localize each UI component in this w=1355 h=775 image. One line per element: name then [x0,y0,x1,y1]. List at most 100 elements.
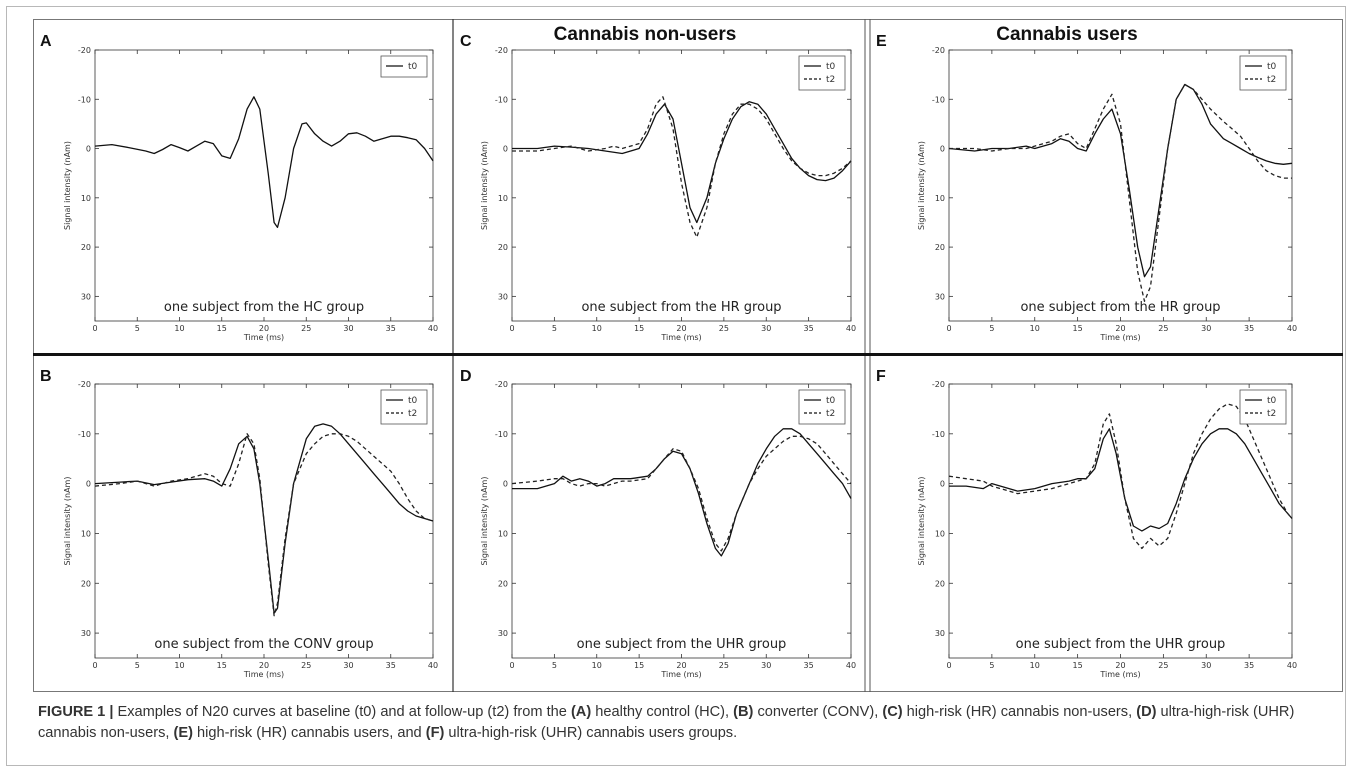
y-axis-label: Signal intensity (nAm) [917,477,926,566]
x-axis-label: Time (ms) [1099,670,1140,679]
x-tick-label: 10 [174,661,184,670]
x-tick-label: 40 [428,661,438,670]
legend-box [1239,389,1287,425]
y-tick-label: 20 [498,243,508,252]
x-tick-label: 35 [386,661,396,670]
group-title-nonusers: Cannabis non-users [554,24,737,45]
y-tick-label: 30 [935,629,945,638]
legend-box [798,55,846,91]
legend-label: t0 [408,62,418,72]
y-tick-label: 30 [81,629,91,638]
plot-area [948,49,1293,322]
x-tick-label: 15 [634,324,644,333]
panel-letter: B [40,368,52,385]
plot-area [511,383,852,659]
x-tick-label: 30 [343,324,353,333]
series-line-t2 [948,403,1293,550]
x-axis-label: Time (ms) [660,333,701,342]
x-tick-label: 10 [174,324,184,333]
caption-text: converter (CONV), [753,704,883,720]
x-tick-label: 25 [719,324,729,333]
x-tick-label: 35 [804,661,814,670]
y-tick-label: 0 [940,480,945,489]
series-line-t0 [512,428,852,557]
subject-annotation: one subject from the HC group [164,300,364,315]
y-tick-label: -10 [495,430,508,439]
x-tick-label: 40 [428,324,438,333]
caption-panel-ref: (C) [882,704,903,720]
y-tick-label: 10 [81,529,91,538]
x-tick-label: 0 [92,661,97,670]
y-tick-label: 30 [81,292,91,301]
subject-annotation: one subject from the CONV group [154,637,373,652]
figure-outer-frame [6,6,1346,766]
panel-letter: A [40,33,52,50]
figure-svg: Cannabis non-users Cannabis users A 0 5 10 1… [33,19,1343,692]
legend-label: t2 [1267,409,1276,419]
x-tick-label: 40 [846,324,856,333]
x-tick-label: 0 [946,324,951,333]
x-tick-label: 0 [509,661,514,670]
series-line-t0 [94,423,434,614]
legend-label: t2 [408,409,417,419]
caption-text: high-risk (HR) cannabis non-users, [902,704,1137,720]
y-tick-label: -20 [78,46,91,55]
x-tick-label: 20 [1115,324,1125,333]
chart-panel-e: E 0 5 10 15 20 25 30 35 40 -20 -10 0 10 20 30 Time (ms) S… [876,33,1297,342]
y-tick-label: 10 [935,529,945,538]
subject-annotation: one subject from the HR group [581,300,781,315]
y-tick-label: 10 [498,529,508,538]
subject-annotation: one subject from the HR group [1020,300,1220,315]
subject-annotation: one subject from the UHR group [1016,637,1226,652]
y-tick-label: -20 [78,380,91,389]
x-tick-label: 35 [804,324,814,333]
chart-panels: A 0 5 10 15 20 25 30 35 40 -20 -10 0 10 20 30 Time (ms) S… [40,33,1297,679]
series-line-t2 [511,435,852,552]
y-tick-label: 0 [503,145,508,154]
y-tick-label: 10 [81,194,91,203]
x-tick-label: 10 [592,324,602,333]
legend-label: t2 [826,75,835,85]
caption-text: ultra-high-risk (UHR) cannabis users gro… [444,725,738,741]
series-line-t0 [94,96,434,229]
y-tick-label: 20 [498,579,508,588]
series-line-t0 [948,83,1293,278]
y-tick-label: 20 [81,579,91,588]
caption-text: Examples of N20 curves at baseline (t0) … [113,704,571,720]
x-tick-label: 15 [217,661,227,670]
chart-panel-c: C 0 5 10 15 20 25 30 35 40 -20 -10 0 10 20 30 Time (ms) S… [460,33,856,342]
x-tick-label: 15 [634,661,644,670]
x-axis-label: Time (ms) [243,670,284,679]
x-tick-label: 35 [1244,661,1254,670]
legend-label: t0 [826,396,836,406]
x-axis-label: Time (ms) [1099,333,1140,342]
caption-panel-ref: (E) [173,725,193,741]
x-tick-label: 5 [135,661,140,670]
x-tick-label: 10 [592,661,602,670]
caption-panel-ref: (F) [425,725,445,741]
x-tick-label: 20 [259,661,269,670]
panel-letter: F [876,368,886,385]
y-tick-label: 0 [86,480,91,489]
x-tick-label: 30 [343,661,353,670]
y-axis-label: Signal intensity (nAm) [917,141,926,230]
series-line-t2 [94,433,434,617]
x-tick-label: 30 [1201,324,1211,333]
x-tick-label: 0 [509,324,514,333]
series-line-t0 [949,428,1293,532]
x-tick-label: 5 [135,324,140,333]
y-tick-label: -10 [78,430,91,439]
x-tick-label: 25 [301,324,311,333]
x-tick-label: 0 [946,661,951,670]
y-tick-label: 0 [86,145,91,154]
x-tick-label: 25 [301,661,311,670]
x-tick-label: 40 [1287,324,1297,333]
y-tick-label: 30 [498,292,508,301]
x-tick-label: 40 [846,661,856,670]
y-tick-label: -10 [495,95,508,104]
legend-box [798,389,846,425]
x-tick-label: 25 [1158,324,1168,333]
y-tick-label: -20 [932,46,945,55]
x-tick-label: 20 [259,324,269,333]
series-line-t2 [949,83,1292,302]
